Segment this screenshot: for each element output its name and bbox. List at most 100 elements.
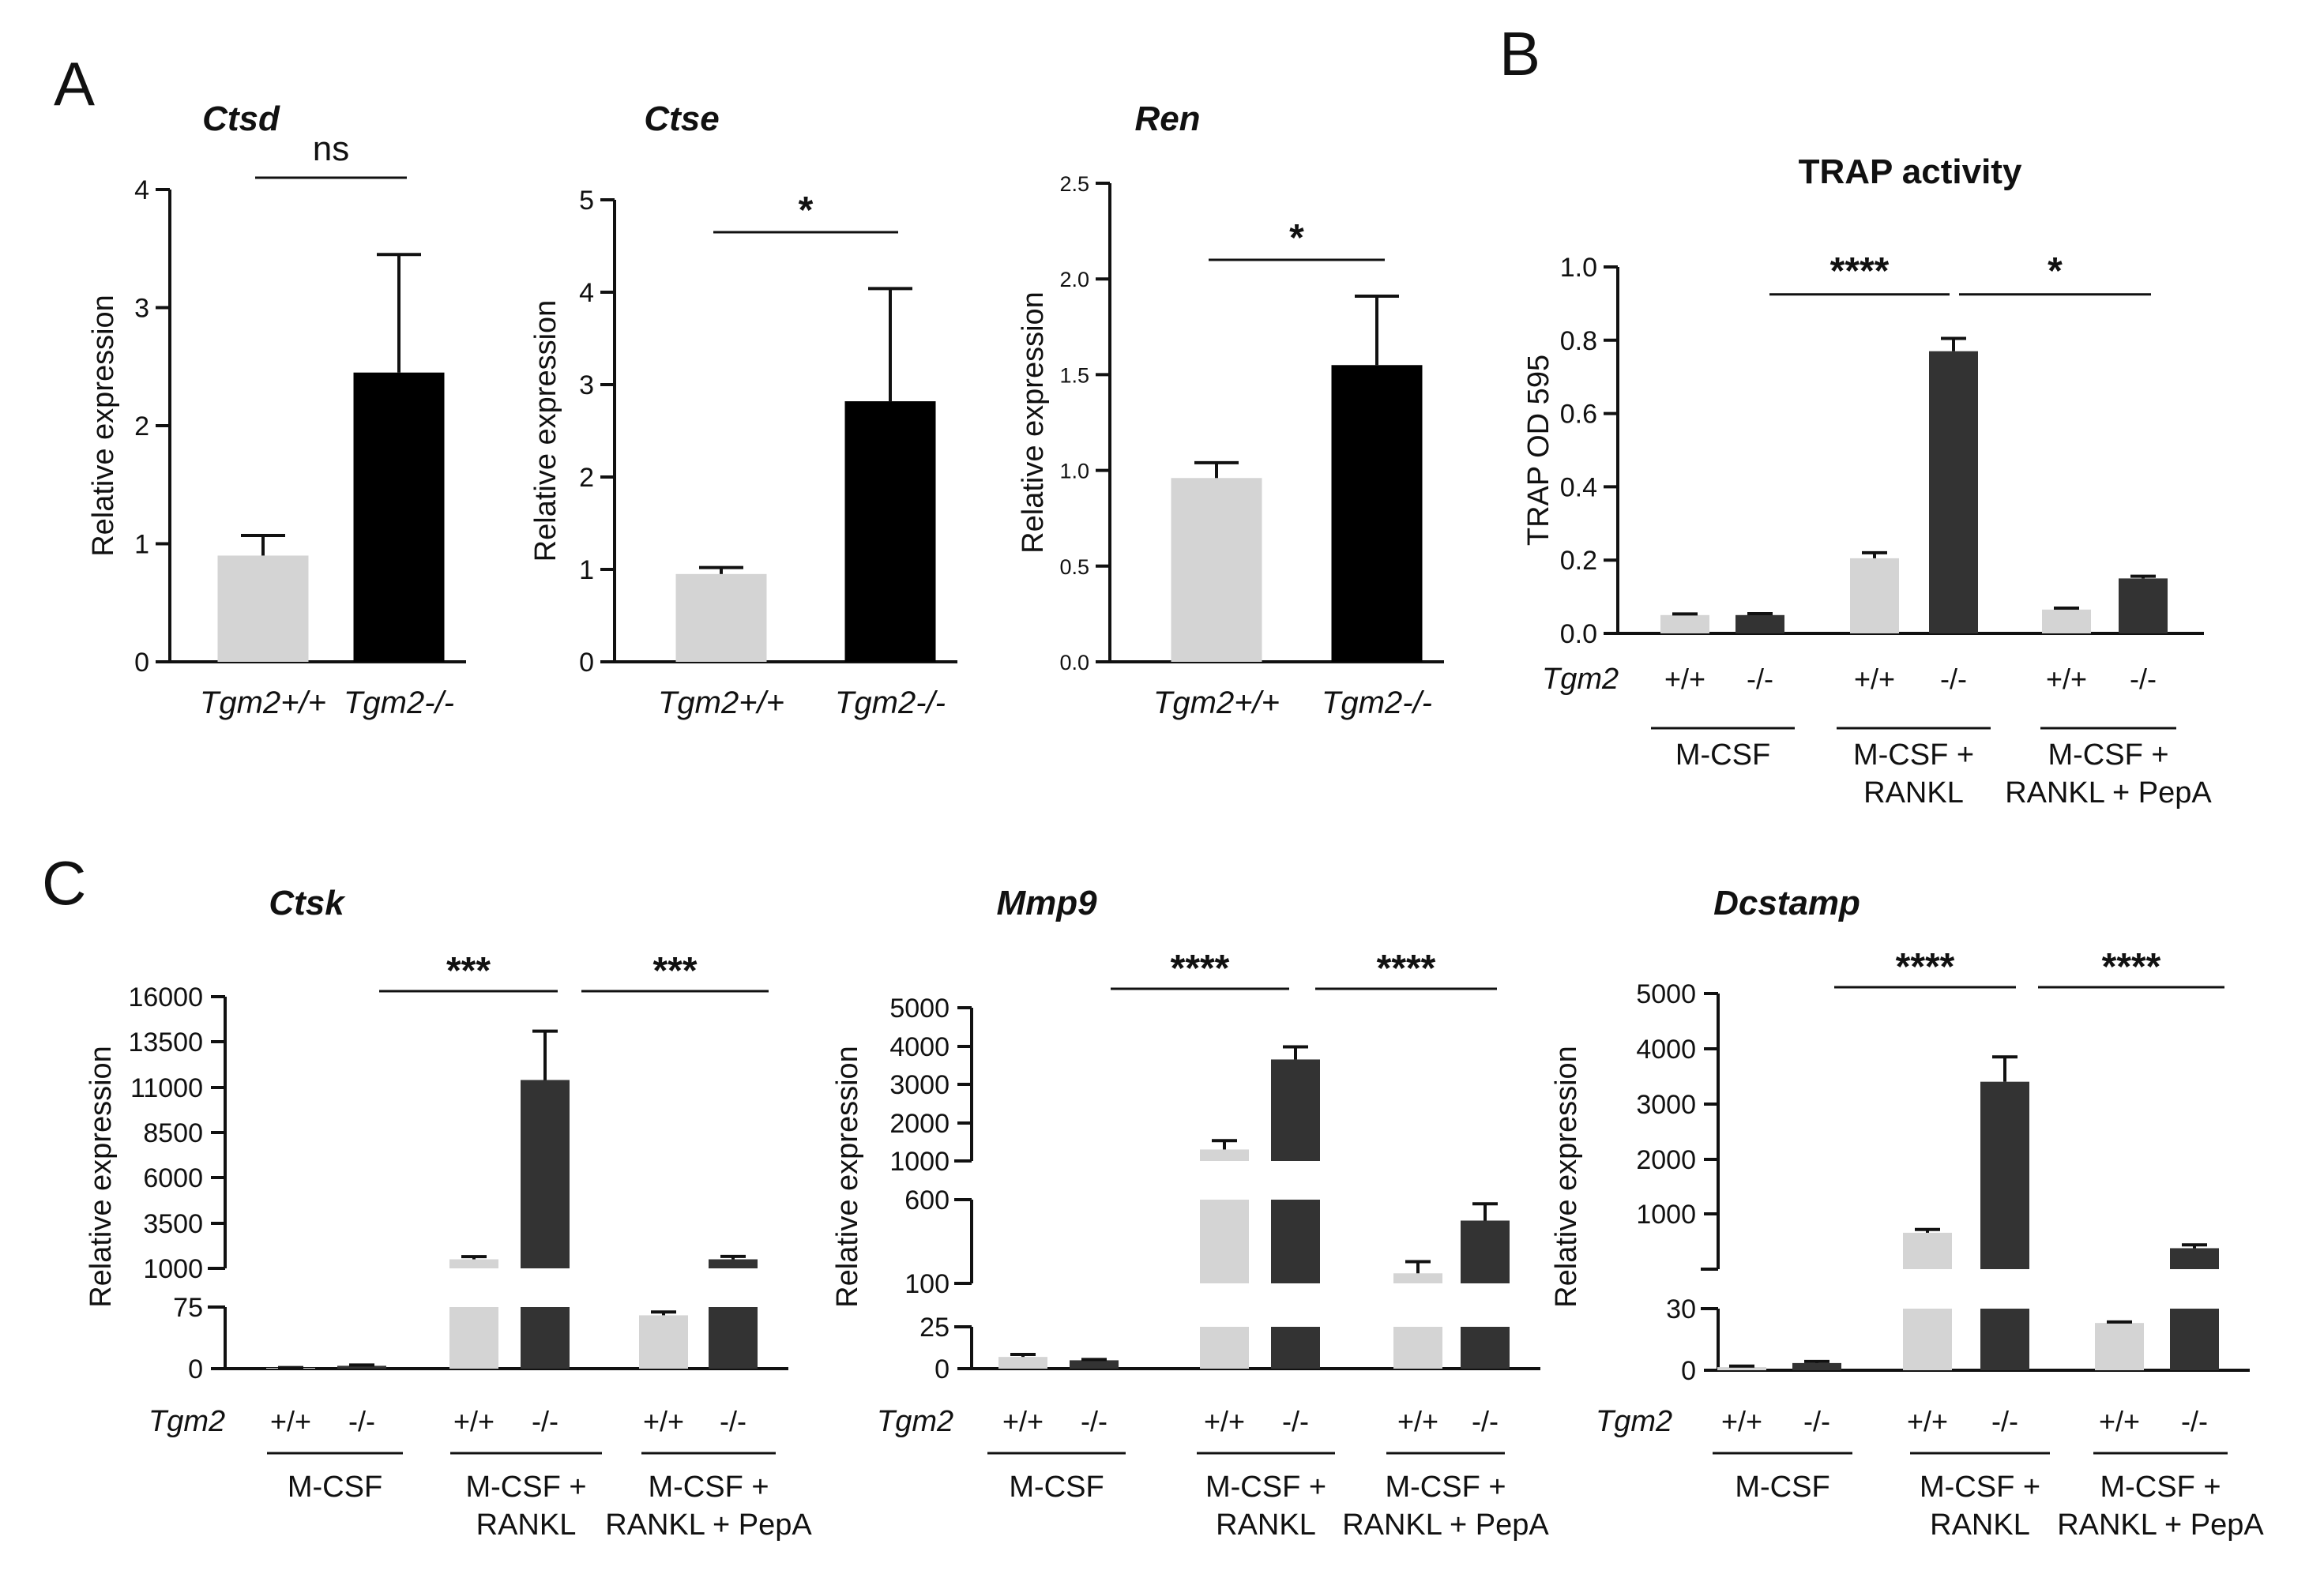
sig-label-dcstamp-0: **** [1896, 946, 1955, 988]
x-label-ctsd-ko: Tgm2-/- [344, 686, 454, 720]
group-label-dcstamp-1-1: RANKL [1930, 1508, 2030, 1542]
tgm2-label-ctsk: Tgm2 [149, 1405, 225, 1438]
y-tick-label-ctsk-0: 0 [188, 1354, 203, 1384]
bar-mmp9-5-seg0 [1461, 1327, 1510, 1369]
y-tick-label-ctsk-8: 16000 [128, 982, 203, 1012]
group-label-dcstamp-2-1: RANKL + PepA [2057, 1508, 2264, 1542]
y-tick-label-ctsd-4: 4 [134, 175, 149, 205]
genotype-label-ctsk-5: -/- [720, 1405, 746, 1437]
group-label-dcstamp-0-0: M-CSF [1735, 1471, 1829, 1504]
genotype-label-mmp9-1: -/- [1081, 1405, 1107, 1437]
group-label-ctsk-1-1: RANKL [476, 1508, 577, 1542]
genotype-label-trap-5: -/- [2130, 663, 2157, 695]
chart-title-ctse: Ctse [644, 100, 719, 138]
y-axis-label-dcstamp: Relative expression [1550, 1046, 1583, 1308]
y-tick-label-ctsd-3: 3 [134, 294, 149, 324]
group-label-mmp9-1-0: M-CSF + [1205, 1471, 1326, 1504]
bar-trap-1 [1735, 615, 1784, 633]
y-tick-label-ctsk-6: 11000 [130, 1073, 203, 1103]
error-bar-trap-3 [1941, 338, 1966, 351]
x-label-ren-ko: Tgm2-/- [1322, 686, 1432, 720]
bar-mmp9-3-seg2 [1271, 1059, 1320, 1161]
genotype-label-dcstamp-3: -/- [1991, 1405, 2018, 1437]
y-tick-label-dcstamp-1: 30 [1666, 1294, 1696, 1324]
error-bar-ctsk-5 [720, 1257, 746, 1260]
genotype-label-ctsk-2: +/+ [453, 1405, 495, 1437]
y-tick-label-trap-3: 0.6 [1560, 400, 1597, 430]
bar-ctsk-4-seg0 [639, 1315, 688, 1369]
y-tick-label-dcstamp-2: 1000 [1636, 1200, 1696, 1230]
tgm2-label-dcstamp: Tgm2 [1596, 1405, 1672, 1438]
bar-trap-3 [1929, 351, 1978, 633]
genotype-label-trap-1: -/- [1747, 663, 1773, 695]
error-bar-trap-2 [1862, 553, 1887, 558]
bar-trap-4 [2042, 610, 2091, 633]
y-tick-label-ctse-4: 4 [579, 278, 594, 308]
group-label-ctsk-0-0: M-CSF [288, 1471, 382, 1504]
genotype-label-dcstamp-2: +/+ [1907, 1405, 1948, 1437]
bar-dcstamp-5-seg1 [2170, 1248, 2219, 1269]
error-bar-dcstamp-3 [1992, 1057, 2018, 1081]
bar-ctse-ko [845, 401, 936, 662]
panel-letter-C: C [42, 848, 86, 918]
error-bar-trap-5 [2130, 577, 2156, 579]
group-label-trap-0-0: M-CSF [1675, 738, 1770, 772]
error-bar-mmp9-5 [1472, 1204, 1498, 1220]
genotype-label-trap-4: +/+ [2046, 663, 2087, 695]
genotype-label-trap-0: +/+ [1664, 663, 1705, 695]
bar-mmp9-1-seg0 [1070, 1360, 1119, 1369]
bar-mmp9-4-seg1 [1393, 1273, 1442, 1283]
error-bar-ctsk-2 [461, 1257, 487, 1259]
sig-label-mmp9-0: **** [1171, 948, 1230, 990]
group-label-dcstamp-2-0: M-CSF + [2100, 1471, 2221, 1504]
bar-mmp9-4-seg0 [1393, 1327, 1442, 1369]
bar-ctsk-3-seg0 [521, 1307, 570, 1369]
bar-ren-ko [1332, 365, 1423, 662]
bar-dcstamp-1-seg0 [1792, 1363, 1841, 1370]
genotype-label-trap-3: -/- [1940, 663, 1967, 695]
genotype-label-dcstamp-5: -/- [2181, 1405, 2208, 1437]
error-bar-dcstamp-0 [1729, 1366, 1754, 1367]
sig-label-ctsd: ns [313, 130, 349, 168]
y-tick-label-dcstamp-4: 3000 [1636, 1090, 1696, 1120]
y-tick-label-mmp9-1: 25 [919, 1313, 950, 1343]
x-label-ctse-wt: Tgm2+/+ [658, 686, 784, 720]
error-bar-ctse-ko [868, 288, 912, 401]
error-bar-mmp9-1 [1081, 1359, 1107, 1360]
genotype-label-mmp9-4: +/+ [1397, 1405, 1438, 1437]
y-axis-label-trap: TRAP OD 595 [1522, 355, 1555, 546]
bar-dcstamp-3-seg1 [1980, 1082, 2029, 1269]
group-label-ctsk-2-1: RANKL + PepA [605, 1508, 812, 1542]
genotype-label-trap-2: +/+ [1854, 663, 1895, 695]
bar-mmp9-3-seg1 [1271, 1200, 1320, 1283]
bar-dcstamp-2-seg0 [1903, 1309, 1952, 1370]
error-bar-dcstamp-2 [1915, 1230, 1940, 1233]
error-bar-dcstamp-5 [2182, 1245, 2207, 1248]
bar-mmp9-5-seg1 [1461, 1221, 1510, 1284]
bar-ren-wt [1171, 478, 1262, 662]
error-bar-ctsk-4 [651, 1312, 676, 1315]
y-tick-label-ctse-5: 5 [579, 186, 594, 216]
genotype-label-mmp9-5: -/- [1472, 1405, 1499, 1437]
bar-mmp9-2-seg1 [1200, 1200, 1249, 1283]
group-label-ctsk-2-0: M-CSF + [648, 1471, 769, 1504]
y-tick-label-ctsk-5: 8500 [143, 1118, 203, 1148]
y-tick-label-dcstamp-3: 2000 [1636, 1145, 1696, 1175]
group-label-mmp9-1-1: RANKL [1216, 1508, 1316, 1542]
bar-trap-0 [1660, 615, 1709, 633]
genotype-label-dcstamp-0: +/+ [1721, 1405, 1762, 1437]
bar-ctsk-5-seg0 [709, 1307, 758, 1369]
error-bar-mmp9-0 [1010, 1354, 1036, 1357]
y-tick-label-trap-5: 1.0 [1560, 253, 1597, 283]
y-tick-label-mmp9-2: 100 [904, 1269, 950, 1299]
genotype-label-ctsk-3: -/- [532, 1405, 558, 1437]
error-bar-trap-4 [2054, 608, 2079, 610]
y-tick-label-trap-4: 0.8 [1560, 326, 1597, 356]
y-tick-label-ctse-1: 1 [579, 555, 594, 585]
chart-title-dcstamp: Dcstamp [1713, 884, 1860, 922]
genotype-label-ctsk-4: +/+ [643, 1405, 684, 1437]
y-tick-label-mmp9-8: 5000 [889, 994, 950, 1024]
y-tick-label-ctsk-7: 13500 [128, 1027, 203, 1057]
x-label-ctse-ko: Tgm2-/- [835, 686, 946, 720]
y-tick-label-ctsd-0: 0 [134, 648, 149, 678]
